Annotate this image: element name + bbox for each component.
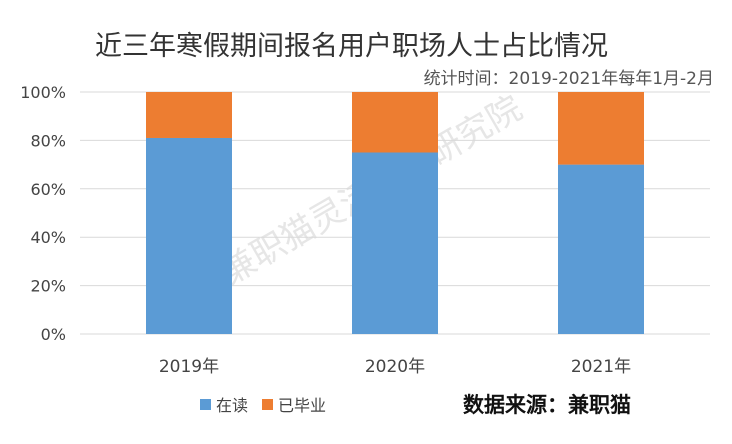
legend-label: 已毕业 — [278, 396, 327, 415]
y-tick-label: 20% — [30, 277, 66, 296]
legend-swatch — [200, 398, 211, 410]
bar-在读-2020年 — [352, 152, 438, 334]
x-tick-label: 2021年 — [571, 357, 631, 377]
bar-已毕业-2019年 — [146, 92, 232, 138]
chart-title: 近三年寒假期间报名用户职场人士占比情况 — [95, 31, 608, 62]
data-source: 数据来源：兼职猫 — [463, 393, 631, 417]
y-tick-label: 0% — [41, 325, 66, 344]
x-tick-label: 2020年 — [365, 357, 425, 377]
legend: 在读 已毕业 — [200, 392, 326, 416]
bar-在读-2019年 — [146, 137, 232, 334]
chart-subtitle: 统计时间：2019-2021年每年1月-2月 — [423, 69, 714, 89]
y-tick-label: 100% — [20, 83, 66, 102]
legend-label: 在读 — [216, 396, 249, 415]
x-tick-label: 2019年 — [159, 357, 219, 377]
legend-swatch — [262, 398, 274, 410]
y-tick-label: 80% — [30, 131, 66, 150]
y-tick-label: 60% — [30, 180, 66, 199]
bar-已毕业-2020年 — [352, 92, 438, 153]
legend-item-在读: 在读 — [200, 392, 248, 416]
y-tick-label: 40% — [30, 228, 66, 247]
bar-在读-2021年 — [558, 164, 644, 334]
bar-已毕业-2021年 — [558, 92, 644, 165]
legend-item-已毕业: 已毕业 — [262, 392, 326, 416]
